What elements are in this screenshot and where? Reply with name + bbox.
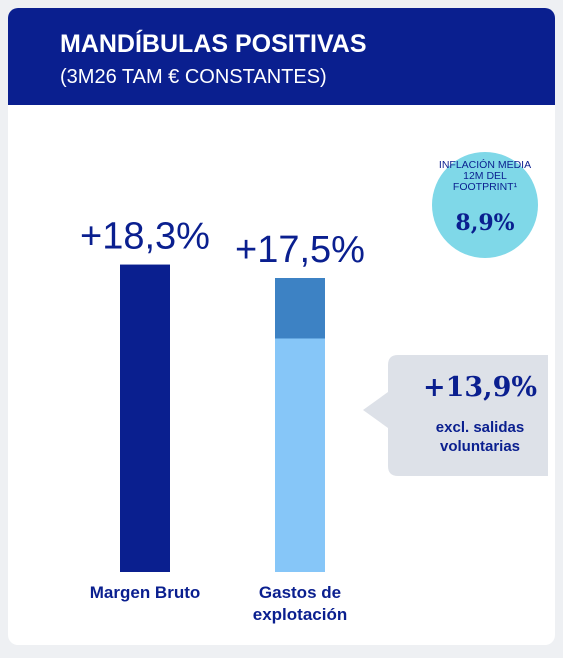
bar	[120, 264, 170, 572]
header: MANDÍBULAS POSITIVAS (3M26 TAM € CONSTAN…	[8, 8, 555, 105]
callout-text: excl. salidas voluntarias	[435, 419, 525, 455]
chart-title: MANDÍBULAS POSITIVAS	[60, 30, 367, 58]
data-label: +18,3%	[80, 216, 210, 258]
badge-text: INFLACIÓN MEDIA 12M DEL FOOTPRINT¹	[438, 159, 532, 193]
callout-box	[363, 355, 548, 476]
badge-value: 8,9%	[455, 210, 515, 236]
bar-segment	[275, 338, 325, 572]
x-tick-label: Gastos de explotación	[252, 583, 348, 624]
data-label: +17,5%	[235, 229, 365, 271]
callout-value: +13,9%	[422, 372, 538, 403]
chart-subtitle: (3M26 TAM € CONSTANTES)	[60, 66, 327, 88]
x-tick-label: Margen Bruto	[89, 583, 201, 602]
badge-circle	[432, 152, 538, 258]
